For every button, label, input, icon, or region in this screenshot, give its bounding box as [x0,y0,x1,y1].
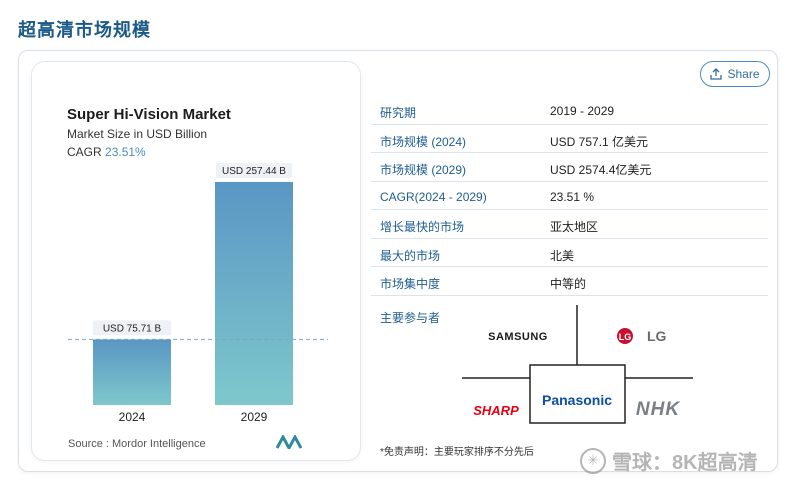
lg-logo-icon [617,328,633,344]
page-title: 超高清市场规模 [18,20,151,40]
watermark-text: 雪球：8K超高清 [612,452,758,474]
table-value: USD 2574.4亿美元 [550,163,652,177]
table-key: 增长最快的市场 [380,220,465,234]
table-value: 亚太地区 [550,220,599,234]
table-key: CAGR(2024 - 2029) [380,189,487,204]
chart-title: Super Hi-Vision Market [67,106,231,123]
mordor-logo-icon [276,435,302,449]
table-row: 最大的市场 北美 [371,239,768,267]
panasonic-logo: Panasonic [542,392,612,408]
data-label-bg [93,320,171,336]
share-button[interactable]: Share [700,61,770,87]
nhk-logo: NHK [636,399,680,420]
data-label: USD 75.71 B [103,323,162,334]
source-text: Source : Mordor Intelligence [68,438,206,450]
table-value: 2019 - 2029 [550,104,615,118]
table-key: 研究期 [380,106,417,120]
samsung-logo: SAMSUNG [488,331,548,343]
cagr-label: CAGR [67,145,102,159]
bar-2029 [215,182,293,405]
market-info-table: 研究期 2019 - 2029 市场规模 (2024) USD 757.1 亿美元 市场… [371,96,768,296]
sharp-logo: SHARP [473,403,519,418]
table-row: 市场集中度 中等的 [371,267,768,296]
table-key: 市场规模 (2029) [380,163,467,177]
cagr-line: CAGR 23.51% [67,145,146,159]
table-row: CAGR(2024 - 2029) 23.51 % [371,182,768,210]
table-key: 市场集中度 [380,277,441,291]
data-label-bg [216,163,292,178]
svg-text:LG: LG [619,332,632,342]
x-tick-label: 2029 [241,410,268,424]
bar-2024 [93,339,171,405]
key-players-label: 主要参与者 [380,311,441,325]
key-players-logos: SAMSUNG LG LG SHARP Panasonic NHK [462,305,693,424]
lg-logo: LG [647,328,667,344]
table-row: 市场规模 (2024) USD 757.1 亿美元 [371,125,768,153]
table-value: USD 757.1 亿美元 [550,134,649,149]
bar-chart: USD 75.71 B 2024 USD 257.44 B 2029 [68,163,328,424]
table-row: 研究期 2019 - 2029 [371,96,768,125]
table-value: 北美 [550,248,575,263]
cagr-value: 23.51% [105,145,146,159]
table-row: 市场规模 (2029) USD 2574.4亿美元 [371,153,768,182]
watermark: ✳ 雪球：8K超高清 [580,446,758,475]
table-value: 23.51 % [550,189,595,204]
table-row: 增长最快的市场 亚太地区 [371,210,768,239]
chart-panel: Super Hi-Vision Market Market Size in US… [31,61,361,461]
snowball-icon: ✳ [580,447,606,474]
chart-subtitle: Market Size in USD Billion [67,127,208,141]
table-key: 市场规模 (2024) [380,134,467,149]
table-key: 最大的市场 [380,248,441,263]
disclaimer-note: *免责声明：主要玩家排序不分先后 [380,447,534,458]
share-label: Share [727,67,760,81]
table-value: 中等的 [550,277,587,291]
x-tick-label: 2024 [119,410,146,424]
share-icon [710,68,723,80]
data-label: USD 257.44 B [222,166,286,177]
